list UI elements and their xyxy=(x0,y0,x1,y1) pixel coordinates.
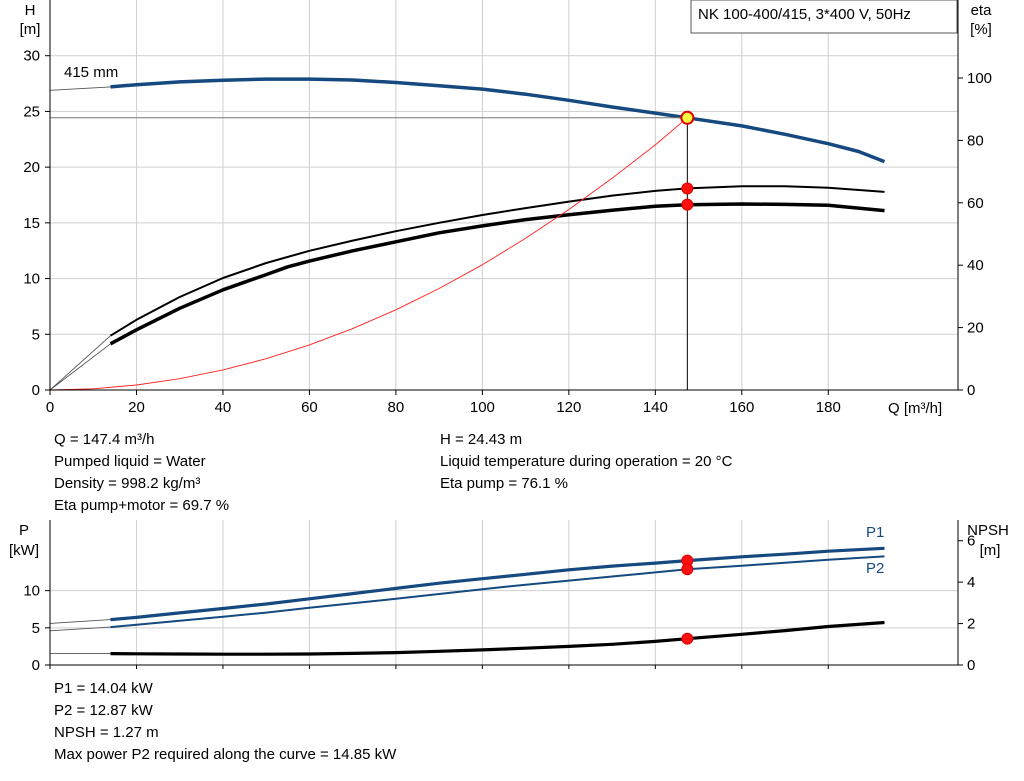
y-tick-label: 5 xyxy=(32,326,40,343)
head-chart-grid xyxy=(49,0,958,391)
title-box-frame xyxy=(690,0,958,34)
x-tick-label: 20 xyxy=(128,399,145,416)
series-npsh-line xyxy=(110,620,885,656)
series-eta-line xyxy=(109,185,885,337)
series-p2-line xyxy=(110,555,885,629)
labels-layer: 0 20 40 60 80 100 120 140 160 1800510152025300204… xyxy=(9,0,1009,674)
x-tick-label: 120 xyxy=(556,399,581,416)
y2-tick-label: 100 xyxy=(967,70,992,87)
y2-axis-unit: [%] xyxy=(970,21,992,38)
info-bottom: P1 = 14.04 kW P2 = 12.87 kW NPSH = 1.27 … xyxy=(54,678,396,766)
y-tick-label: 0 xyxy=(32,657,40,674)
y2-tick-label: 20 xyxy=(967,320,984,337)
p2-series-label: P2 xyxy=(866,560,884,577)
y-axis-title: H xyxy=(25,2,36,19)
y2-tick-label: 6 xyxy=(967,533,975,550)
y-tick-label: 25 xyxy=(23,103,40,120)
series-layer xyxy=(49,77,886,656)
y2-tick-label: 80 xyxy=(967,132,984,149)
info-p1: P1 = 14.04 kW xyxy=(54,680,153,697)
x-axis-title: Q [m³/h] xyxy=(888,400,942,417)
series-eta-pm-ext-line xyxy=(49,343,111,391)
info-flow: Q = 147.4 m³/h xyxy=(54,431,155,448)
series-eta-pm-line xyxy=(109,202,885,346)
y2-tick-label: 60 xyxy=(967,195,984,212)
power-axis-unit: [kW] xyxy=(9,542,39,559)
y-tick-label: 20 xyxy=(23,159,40,176)
y2-tick-label: 0 xyxy=(967,657,975,674)
series-head-line xyxy=(110,77,886,164)
x-tick-label: 180 xyxy=(816,399,841,416)
series-p1-line xyxy=(110,546,885,622)
duty-point-eta-pump xyxy=(681,182,694,195)
x-tick-label: 100 xyxy=(470,399,495,416)
y-tick-label: 10 xyxy=(23,583,40,600)
npsh-axis-unit: [m] xyxy=(980,542,1001,559)
duty-point-p2 xyxy=(681,563,694,576)
npsh-axis-title: NPSH xyxy=(967,522,1009,539)
series-p1-ext-line xyxy=(49,619,111,624)
duty-point-npsh xyxy=(681,632,694,645)
duty-points-layer xyxy=(680,110,695,645)
y-tick-label: 0 xyxy=(32,382,40,399)
y-tick-label: 5 xyxy=(32,620,40,637)
title-box: NK 100-400/415, 3*400 V, 50Hz xyxy=(690,0,958,34)
x-tick-label: 0 xyxy=(46,399,54,416)
power-axis-title: P xyxy=(19,522,29,539)
title-box-text: NK 100-400/415, 3*400 V, 50Hz xyxy=(698,6,911,23)
series-eta-ext-line xyxy=(49,335,111,391)
x-tick-label: 140 xyxy=(643,399,668,416)
series-head-ext-line xyxy=(49,86,111,91)
y-tick-label: 10 xyxy=(23,271,40,288)
x-tick-label: 60 xyxy=(301,399,318,416)
y-tick-label: 15 xyxy=(23,215,40,232)
info-top-right: H = 24.43 m Liquid temperature during op… xyxy=(440,429,732,495)
y2-axis-title: eta xyxy=(971,2,993,19)
y-tick-label: 30 xyxy=(23,48,40,65)
duty-point-eta-pump-motor xyxy=(681,198,694,211)
info-liquid-temperature: Liquid temperature during operation = 20… xyxy=(440,453,733,470)
axes-layer xyxy=(45,0,963,669)
info-npsh: NPSH = 1.27 m xyxy=(54,724,159,741)
y2-tick-label: 4 xyxy=(967,574,975,591)
impeller-size-label: 415 mm xyxy=(64,64,118,81)
x-tick-label: 40 xyxy=(215,399,232,416)
duty-point-head xyxy=(680,110,695,125)
y2-tick-label: 40 xyxy=(967,257,984,274)
info-density: Density = 998.2 kg/m³ xyxy=(54,475,201,492)
x-tick-label: 160 xyxy=(729,399,754,416)
info-max-power: Max power P2 required along the curve = … xyxy=(54,746,397,763)
series-system-line xyxy=(49,117,688,391)
info-head: H = 24.43 m xyxy=(440,431,523,448)
info-top-left: Q = 147.4 m³/h Pumped liquid = Water Den… xyxy=(54,429,229,517)
y2-tick-label: 2 xyxy=(967,616,975,633)
y2-tick-label: 0 xyxy=(967,382,975,399)
p1-series-label: P1 xyxy=(866,524,884,541)
series-p2-ext-line xyxy=(49,626,111,632)
info-p2: P2 = 12.87 kW xyxy=(54,702,153,719)
x-tick-label: 80 xyxy=(388,399,405,416)
y-axis-unit: [m] xyxy=(20,21,41,38)
info-eta-pump: Eta pump = 76.1 % xyxy=(440,475,568,492)
info-eta-pump-motor: Eta pump+motor = 69.7 % xyxy=(54,497,230,514)
info-pumped-liquid: Pumped liquid = Water xyxy=(54,453,206,470)
power-chart-grid xyxy=(49,520,958,666)
